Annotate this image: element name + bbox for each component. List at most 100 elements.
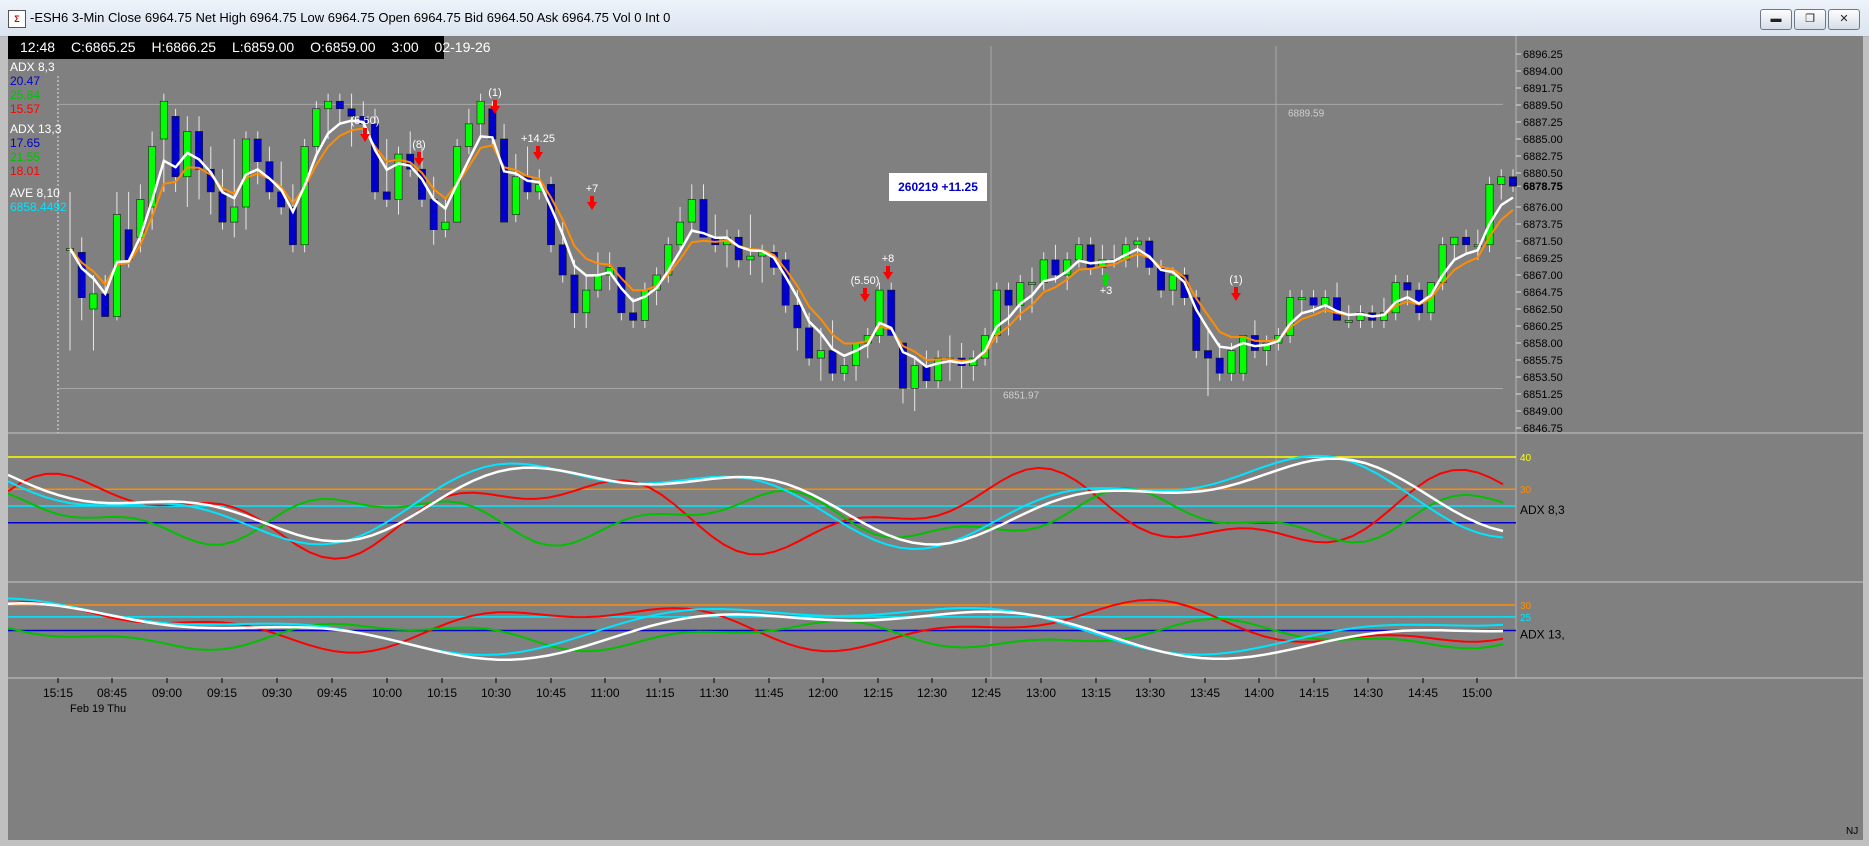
candle-body (934, 357, 943, 382)
signal-down-arrow (490, 100, 500, 114)
adx-panel-2-red-line (8, 598, 1504, 654)
candle-body (77, 252, 86, 298)
candle-body (288, 206, 297, 246)
candle-body (875, 289, 884, 336)
candle-body (1028, 282, 1036, 285)
y-axis-label: 6891.75 (1523, 83, 1563, 95)
x-axis-label: 12:15 (863, 686, 893, 700)
adx-panel-2-cyan-line (8, 597, 1504, 656)
candle-body (1485, 184, 1494, 246)
close-icon: ✕ (1839, 13, 1849, 25)
low-level-label: 6851.97 (1003, 391, 1040, 402)
x-axis-label: 09:45 (317, 686, 347, 700)
y-axis-label: 6873.75 (1523, 219, 1563, 231)
window-title: -ESH6 3-Min Close 6964.75 Net High 6964.… (30, 10, 671, 25)
candle-body (1297, 297, 1306, 300)
signal-down-arrow (1231, 287, 1241, 301)
x-axis-label: 15:15 (43, 686, 73, 700)
x-axis-label: 14:45 (1408, 686, 1438, 700)
candle-body (1098, 259, 1107, 268)
candle-body (464, 123, 473, 147)
x-axis-label: 09:30 (262, 686, 292, 700)
x-axis-label: 10:45 (536, 686, 566, 700)
annotation-label: (1) (1229, 274, 1242, 286)
bar-time: 12:48 (20, 39, 56, 55)
candle-body (1309, 297, 1318, 306)
candle-body (629, 312, 638, 321)
y-axis-label: 6871.50 (1523, 236, 1563, 248)
candle-body (1180, 274, 1189, 298)
minimize-button[interactable]: ▬ (1760, 9, 1792, 30)
candle-body (382, 191, 391, 200)
y-axis-label: 6860.25 (1523, 321, 1563, 333)
candle-body (1086, 244, 1095, 268)
date-label: Feb 19 Thu (70, 703, 126, 715)
x-axis-label: 11:00 (590, 686, 619, 700)
candle-body (159, 100, 168, 140)
adx-panel-2-level-label: 25 (1520, 613, 1532, 624)
candle-body (746, 255, 755, 261)
x-axis-label: 13:45 (1190, 686, 1220, 700)
candle-body (1004, 289, 1013, 306)
close-button[interactable]: ✕ (1828, 9, 1860, 30)
title-bar[interactable]: Σ -ESH6 3-Min Close 6964.75 Net High 696… (0, 0, 1869, 37)
candle-body (887, 289, 896, 336)
bar-info-strip: 12:48 C:6865.25 H:6866.25 L:6859.00 O:68… (8, 36, 491, 59)
legend-adx1-v1: 20.47 (10, 74, 41, 88)
signal-down-arrow (587, 196, 597, 210)
candle-body (148, 146, 157, 208)
candle-body (218, 191, 227, 223)
candle-body (1497, 176, 1506, 185)
chart-svg[interactable]: 6889.59 6851.97 6896.25 6894.00 6891.75 6889.… (8, 36, 1863, 840)
nj-label: NJ (1846, 826, 1859, 837)
signal-box[interactable]: 260219 +11.25 (889, 173, 987, 201)
y-axis-label: 6880.50 (1523, 168, 1563, 180)
adx-panel-1-green-line (8, 487, 1504, 547)
candle-body (899, 342, 907, 389)
candle-body (1450, 236, 1459, 246)
candle-body (699, 199, 708, 238)
x-axis-label: 13:15 (1081, 686, 1111, 700)
annotation-label: +8 (882, 253, 895, 265)
maximize-icon: ❐ (1805, 13, 1815, 25)
x-axis-label: 12:00 (808, 686, 838, 700)
x-axis-label: 10:00 (372, 686, 402, 700)
candle-body (1239, 335, 1248, 374)
adx-panel-2-green-line (8, 617, 1504, 653)
minimize-icon: ▬ (1770, 13, 1782, 25)
bar-close: C:6865.25 (70, 39, 136, 55)
adx-panel-1-level-label: 30 (1520, 485, 1532, 496)
y-axis-label: 6894.00 (1523, 66, 1563, 78)
legend-adx2-v1: 17.65 (10, 136, 41, 150)
candle-body (1168, 274, 1177, 291)
candle-body (195, 131, 203, 170)
candle-body (1204, 350, 1212, 359)
candle-body (1262, 342, 1271, 351)
legend-adx2-label: ADX 13,3 (10, 122, 62, 136)
chart-area[interactable]: 6889.59 6851.97 6896.25 6894.00 6891.75 6889.… (8, 36, 1863, 840)
y-axis-label: 6853.50 (1523, 372, 1563, 384)
candle-body (324, 100, 333, 110)
candle-body (335, 100, 344, 110)
candle-body (312, 108, 321, 147)
maximize-button[interactable]: ❐ (1794, 9, 1826, 30)
signal-down-arrow (883, 266, 893, 280)
annotation-label: +14.25 (521, 133, 555, 145)
x-axis-label: 11:45 (754, 686, 783, 700)
adx-panel-1-level-label: 40 (1520, 453, 1532, 464)
candle-body (805, 327, 814, 359)
candle-body (1403, 282, 1412, 291)
y-axis-label: 6869.25 (1523, 253, 1563, 265)
adx-panel-1-red-line (8, 466, 1504, 560)
signal-up-arrow (1101, 272, 1111, 286)
x-axis-label: 13:30 (1135, 686, 1165, 700)
candle-body (1473, 244, 1482, 248)
candle-body (828, 350, 837, 374)
candle-body (371, 123, 379, 193)
high-level-label: 6889.59 (1288, 108, 1325, 119)
adx-panel-2-white-line (8, 602, 1504, 661)
candle-body (171, 116, 180, 178)
bar-interval: 3:00 (391, 39, 419, 55)
app-icon[interactable]: Σ (8, 10, 26, 28)
